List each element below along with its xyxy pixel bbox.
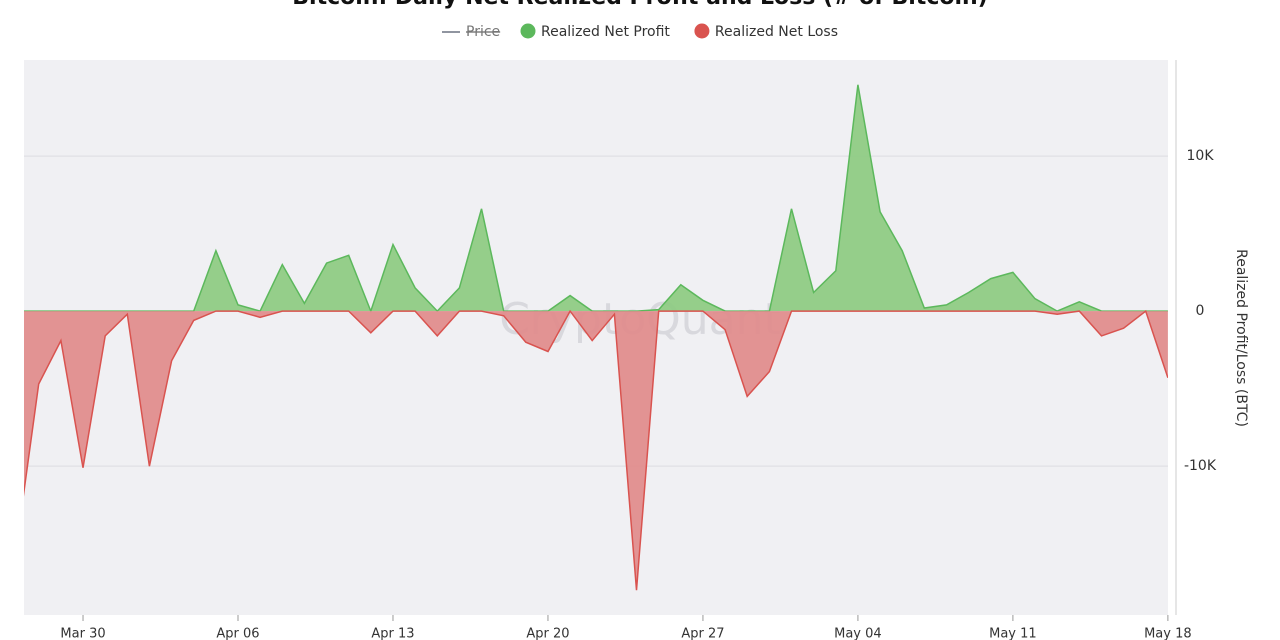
x-tick-label: Mar 30 — [60, 627, 105, 640]
legend-swatch — [520, 23, 536, 39]
y-axis-label: Realized Profit/Loss (BTC) — [1233, 249, 1249, 427]
area — [24, 84, 1168, 312]
x-tick-label: Apr 20 — [526, 627, 569, 640]
legend-label: Price — [466, 24, 500, 40]
x-tick-label: Apr 06 — [216, 627, 259, 640]
x-tick-label: Apr 13 — [371, 627, 414, 640]
y-tick-label: 10K — [1187, 148, 1215, 164]
legend-label: Realized Net Loss — [715, 24, 838, 40]
line — [24, 84, 1168, 314]
y-tick-label: 0 — [1196, 303, 1205, 319]
legend-swatch — [694, 23, 710, 39]
area — [24, 311, 1168, 591]
plot-background — [24, 60, 1168, 615]
x-tick-label: Apr 27 — [681, 627, 724, 640]
x-tick-label: May 04 — [834, 627, 882, 640]
x-tick-label: May 11 — [989, 627, 1037, 640]
x-tick-label: May 18 — [1144, 627, 1192, 640]
line — [24, 309, 1168, 591]
legend-label: Realized Net Profit — [541, 24, 670, 40]
y-tick-label: -10K — [1184, 458, 1217, 474]
plot-area — [24, 84, 1168, 591]
chart-title: Bitcoin: Daily Net Realized Profit and L… — [292, 0, 987, 10]
